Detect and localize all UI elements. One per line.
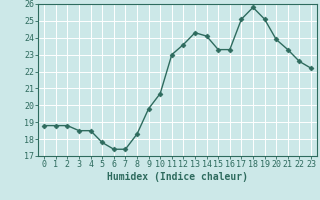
X-axis label: Humidex (Indice chaleur): Humidex (Indice chaleur) [107, 172, 248, 182]
